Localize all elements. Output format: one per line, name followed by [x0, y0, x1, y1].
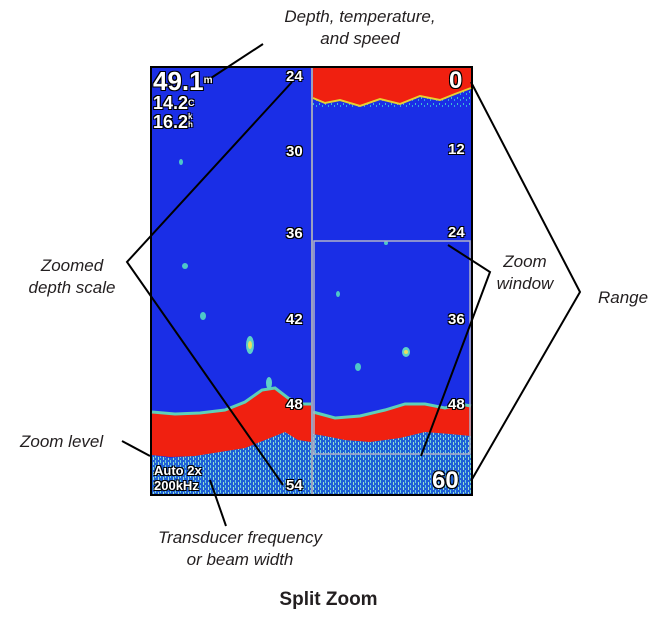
- left-fish-mark: [182, 263, 188, 269]
- speed-unit: k: [188, 112, 193, 121]
- right-scale-tick: 48: [448, 396, 465, 413]
- left-scale-tick: 54: [286, 477, 303, 494]
- left-scale-tick: 36: [286, 225, 303, 242]
- callout-zoom-level: Zoom level: [20, 432, 104, 451]
- right-fish-mark: [384, 241, 388, 245]
- leader-range: [470, 81, 582, 482]
- left-scale-tick: 24: [286, 68, 303, 85]
- left-fish-mark: [266, 377, 272, 389]
- leader-zoom-level: [121, 440, 151, 457]
- zoom-mode-label: Auto 2x: [154, 463, 202, 478]
- callout-transducer: Transducer frequency or beam width: [157, 528, 323, 569]
- temperature-readout: 14.2C: [153, 93, 195, 113]
- surface-clutter: [313, 68, 471, 106]
- right-scale-tick: 12: [448, 141, 465, 158]
- right-range-panel: [312, 68, 472, 494]
- right-fish-mark: [336, 291, 340, 297]
- callout-lines: [121, 43, 582, 527]
- callout-depth-temp-speed: Depth, temperature, and speed: [284, 7, 436, 48]
- speed-readout: 16.2k h: [153, 112, 193, 132]
- left-scale-tick: 48: [286, 396, 303, 413]
- callout-zoom-window: Zoom window: [496, 252, 554, 293]
- leader-zoom-window: [420, 244, 492, 457]
- depth-unit: m: [203, 75, 213, 86]
- left-scale-tick: 30: [286, 143, 303, 160]
- depth-readout: 49.1m: [153, 66, 213, 96]
- callout-zoomed-depth-scale: Zoomed depth scale: [28, 256, 116, 297]
- left-fish-mark: [179, 159, 183, 165]
- callout-range: Range: [598, 288, 649, 307]
- left-bottom-clutter: [152, 430, 311, 494]
- range-bottom: 60: [432, 467, 459, 494]
- left-scale-tick: 42: [286, 311, 303, 328]
- right-bottom-clutter: [313, 430, 471, 494]
- left-fish-mark: [200, 312, 206, 320]
- zoom-window: [313, 240, 471, 455]
- left-zoom-panel: [151, 68, 311, 494]
- leader-depth-temp-speed: [207, 43, 264, 81]
- frequency-label: 200kHz: [154, 478, 199, 493]
- range-top: 0: [449, 67, 463, 94]
- speed-unit-2: h: [188, 120, 193, 129]
- right-scale-tick: 36: [448, 311, 465, 328]
- right-fish-mark: [355, 363, 361, 371]
- temperature-unit: C: [188, 98, 195, 108]
- right-bottom-return: [313, 404, 471, 442]
- leader-transducer: [209, 479, 227, 527]
- left-bottom-return: [152, 388, 311, 457]
- figure-caption: Split Zoom: [279, 589, 378, 610]
- panel-divider: [311, 68, 313, 494]
- right-scale-tick: 24: [448, 224, 465, 241]
- leader-zoomed-depth-scale: [125, 81, 293, 486]
